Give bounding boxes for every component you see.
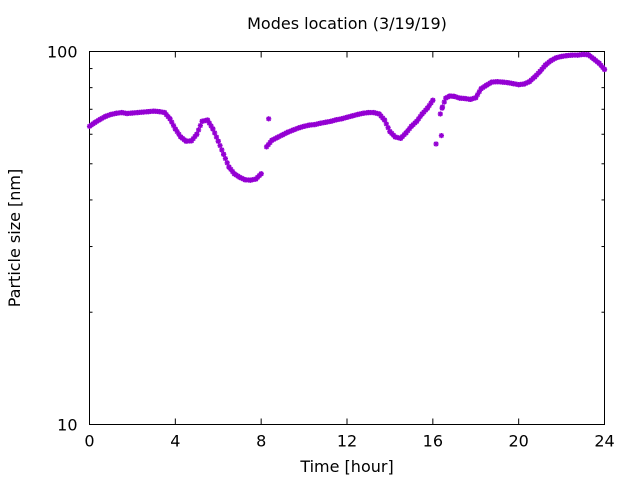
- chart-title: Modes location (3/19/19): [247, 14, 447, 33]
- data-point: [601, 66, 608, 73]
- y-tick-label: 10: [57, 416, 77, 435]
- x-tick-label: 24: [594, 432, 614, 451]
- x-tick-label: 4: [170, 432, 180, 451]
- data-point: [213, 134, 220, 140]
- y-tick-label: 100: [47, 43, 78, 62]
- data-point: [212, 130, 218, 136]
- data-point: [215, 138, 221, 144]
- x-tick-label: 12: [337, 432, 357, 451]
- data-point: [439, 104, 446, 110]
- data-point: [437, 111, 443, 117]
- x-axis-label: Time [hour]: [299, 457, 393, 476]
- data-point: [224, 160, 230, 166]
- x-tick-label: 20: [508, 432, 528, 451]
- data-point: [438, 133, 445, 139]
- data-point: [266, 116, 272, 122]
- data-point: [433, 141, 439, 147]
- data-point: [222, 155, 229, 162]
- x-tick-label: 16: [423, 432, 443, 451]
- x-tick-label: 8: [256, 432, 266, 451]
- x-tick-label: 0: [84, 432, 94, 451]
- data-point: [414, 118, 420, 124]
- data-points: [86, 51, 608, 183]
- data-point: [210, 126, 216, 132]
- data-point: [430, 97, 436, 103]
- y-axis-label: Particle size [nm]: [5, 169, 24, 308]
- data-point: [258, 171, 264, 177]
- data-point: [441, 99, 447, 105]
- axis-ticks: [89, 51, 605, 425]
- plot-frame: [89, 51, 605, 425]
- data-point: [221, 151, 227, 157]
- data-point: [219, 147, 225, 153]
- data-point: [195, 127, 202, 133]
- data-point: [217, 142, 223, 149]
- data-point: [197, 123, 203, 129]
- tick-labels: 0 4 8 12 16 20 24 10 100: [47, 43, 615, 451]
- data-point: [194, 131, 200, 137]
